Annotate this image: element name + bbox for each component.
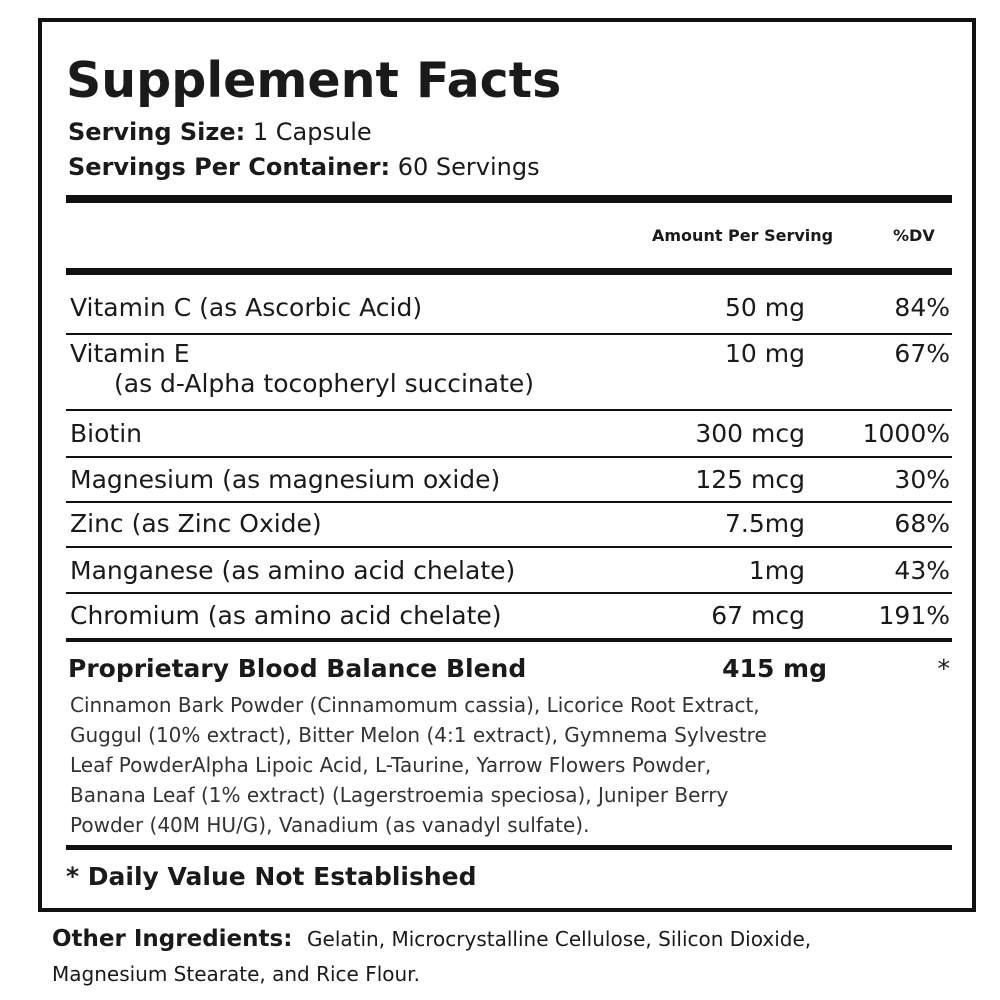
row-rule — [66, 456, 952, 458]
nutrient-name: Biotin — [70, 419, 142, 448]
footnote: * Daily Value Not Established — [66, 862, 477, 891]
thick-rule — [66, 845, 952, 850]
row-rule — [66, 409, 952, 411]
blend-ingredients: Guggul (10% extract), Bitter Melon (4:1 … — [70, 723, 767, 747]
amount: 300 mcg — [695, 419, 805, 448]
nutrient-name: Chromium (as amino acid chelate) — [70, 601, 502, 630]
blend-ingredients: Powder (40M HU/G), Vanadium (as vanadyl … — [70, 813, 590, 837]
nutrient-name: Magnesium (as magnesium oxide) — [70, 465, 501, 494]
column-header: %DV — [893, 226, 935, 245]
daily-value: 68% — [894, 509, 950, 538]
blend-ingredients: Banana Leaf (1% extract) (Lagerstroemia … — [70, 783, 729, 807]
serving-size-value: 1 Capsule — [252, 118, 372, 146]
amount: 67 mcg — [711, 601, 805, 630]
daily-value: 191% — [878, 601, 950, 630]
row-rule — [66, 546, 952, 548]
daily-value: 84% — [894, 293, 950, 322]
amount: 7.5mg — [725, 509, 805, 538]
daily-value: 43% — [894, 556, 950, 585]
nutrient-source: (as d-Alpha tocopheryl succinate) — [114, 369, 535, 398]
other-ingredients-label: Other Ingredients: — [52, 926, 293, 952]
amount: 50 mg — [725, 293, 805, 322]
servings-per-container: Servings Per Container: 60 Servings — [68, 155, 540, 179]
other-ingredients: Other Ingredients: Gelatin, Microcrystal… — [52, 928, 811, 951]
servings-label: Servings Per Container: — [68, 153, 391, 181]
blend-ingredients: Leaf PowderAlpha Lipoic Acid, L-Taurine,… — [70, 753, 712, 777]
row-rule — [66, 638, 952, 642]
daily-value: 67% — [894, 339, 950, 368]
daily-value: 1000% — [862, 419, 950, 448]
row-rule — [66, 333, 952, 335]
title: Supplement Facts — [66, 52, 562, 109]
column-header: Amount Per Serving — [652, 226, 834, 245]
nutrient-name: Vitamin E — [70, 339, 190, 368]
label-border — [38, 18, 976, 912]
serving-size-label: Serving Size: — [68, 118, 246, 146]
serving-size: Serving Size: 1 Capsule — [68, 120, 372, 144]
blend-name: Proprietary Blood Balance Blend — [68, 654, 527, 683]
row-rule — [66, 501, 952, 503]
amount: 125 mcg — [695, 465, 805, 494]
blend-amount: 415 mg — [722, 654, 827, 683]
row-rule — [66, 592, 952, 594]
servings-value: 60 Servings — [397, 153, 540, 181]
blend-ingredients: Cinnamon Bark Powder (Cinnamomum cassia)… — [70, 693, 760, 717]
amount: 1mg — [748, 556, 805, 585]
thick-rule — [66, 195, 952, 203]
blend-dv: * — [937, 654, 951, 683]
thick-rule — [66, 268, 952, 275]
amount: 10 mg — [725, 339, 805, 368]
other-ingredients-text: Magnesium Stearate, and Rice Flour. — [52, 962, 420, 986]
daily-value: 30% — [894, 465, 950, 494]
other-ingredients-text: Gelatin, Microcrystalline Cellulose, Sil… — [307, 927, 812, 951]
nutrient-name: Vitamin C (as Ascorbic Acid) — [70, 293, 423, 322]
nutrient-name: Zinc (as Zinc Oxide) — [70, 509, 322, 538]
nutrient-name: Manganese (as amino acid chelate) — [70, 556, 516, 585]
